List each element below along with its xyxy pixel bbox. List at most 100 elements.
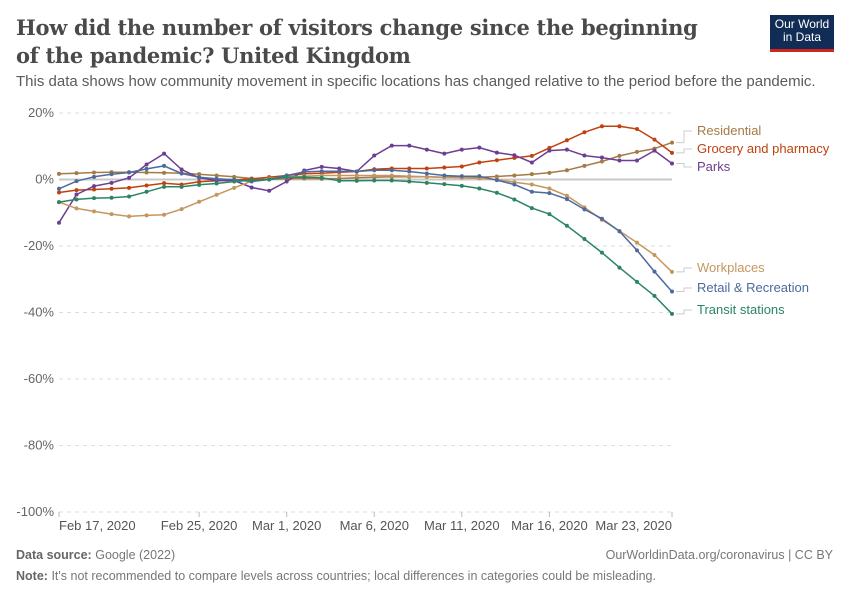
data-point-workplaces bbox=[144, 213, 149, 218]
legend-connector bbox=[676, 163, 692, 168]
data-point-workplaces bbox=[127, 214, 132, 219]
data-point-workplaces bbox=[162, 212, 167, 217]
data-point-residential bbox=[634, 149, 639, 154]
data-point-transit-stations bbox=[494, 190, 499, 195]
data-point-residential bbox=[74, 171, 79, 176]
data-point-retail-recreation bbox=[529, 189, 534, 194]
data-point-parks bbox=[529, 160, 534, 165]
data-point-parks bbox=[670, 161, 674, 166]
data-point-parks bbox=[512, 153, 517, 158]
source-url[interactable]: OurWorldinData.org/coronavirus | CC BY bbox=[605, 548, 833, 562]
data-point-retail-recreation bbox=[459, 174, 464, 179]
source-value[interactable]: Google (2022) bbox=[95, 548, 176, 562]
data-point-retail-recreation bbox=[477, 174, 482, 179]
data-point-parks bbox=[634, 158, 639, 163]
data-point-workplaces bbox=[424, 174, 429, 179]
data-point-transit-stations bbox=[389, 178, 394, 183]
legend-label-parks: Parks bbox=[697, 159, 731, 174]
data-point-retail-recreation bbox=[634, 248, 639, 253]
series-line-transit-stations bbox=[58, 176, 673, 315]
data-point-parks bbox=[179, 167, 184, 172]
x-tick-label: Mar 6, 2020 bbox=[340, 518, 409, 533]
data-point-parks bbox=[109, 180, 114, 185]
data-point-grocery-and-pharmacy bbox=[459, 164, 464, 169]
data-point-parks bbox=[284, 179, 289, 184]
data-point-workplaces bbox=[109, 212, 114, 217]
data-point-retail-recreation bbox=[57, 186, 61, 191]
data-point-transit-stations bbox=[407, 179, 412, 184]
data-point-grocery-and-pharmacy bbox=[162, 181, 167, 186]
data-point-parks bbox=[372, 153, 377, 158]
y-tick-label: -100% bbox=[16, 504, 54, 519]
data-point-parks bbox=[407, 143, 412, 148]
data-point-residential bbox=[564, 168, 569, 173]
y-tick-label: -20% bbox=[24, 238, 55, 253]
data-point-retail-recreation bbox=[74, 179, 79, 184]
data-point-parks bbox=[582, 153, 587, 158]
data-point-parks bbox=[389, 143, 394, 148]
note-label: Note: bbox=[16, 569, 48, 583]
data-point-workplaces bbox=[179, 207, 184, 212]
data-point-retail-recreation bbox=[547, 191, 552, 196]
data-point-transit-stations bbox=[109, 195, 114, 200]
data-point-parks bbox=[57, 220, 61, 225]
legend-label-workplaces: Workplaces bbox=[697, 260, 765, 275]
x-tick-label: Feb 17, 2020 bbox=[59, 518, 136, 533]
data-point-parks bbox=[477, 145, 482, 150]
data-point-transit-stations bbox=[564, 223, 569, 228]
data-point-transit-stations bbox=[442, 182, 447, 187]
data-point-grocery-and-pharmacy bbox=[652, 137, 657, 142]
data-point-residential bbox=[670, 140, 674, 145]
data-point-transit-stations bbox=[354, 178, 359, 183]
data-point-workplaces bbox=[232, 185, 237, 190]
data-point-retail-recreation bbox=[302, 169, 307, 174]
y-tick-label: -80% bbox=[24, 438, 55, 453]
data-point-retail-recreation bbox=[319, 169, 324, 174]
data-point-workplaces bbox=[670, 269, 674, 274]
data-point-residential bbox=[582, 163, 587, 168]
x-tick-label: Mar 23, 2020 bbox=[595, 518, 672, 533]
data-point-parks bbox=[92, 184, 97, 189]
data-point-transit-stations bbox=[670, 311, 674, 316]
data-point-grocery-and-pharmacy bbox=[197, 179, 202, 184]
data-point-residential bbox=[617, 153, 622, 158]
series-line-grocery-and-pharmacy bbox=[58, 125, 673, 194]
data-point-transit-stations bbox=[302, 175, 307, 180]
data-point-transit-stations bbox=[92, 196, 97, 201]
data-point-grocery-and-pharmacy bbox=[477, 160, 482, 165]
data-point-parks bbox=[267, 188, 272, 193]
data-point-retail-recreation bbox=[617, 229, 622, 234]
data-point-parks bbox=[652, 148, 657, 153]
chart-title: How did the number of visitors change si… bbox=[16, 15, 698, 68]
data-point-transit-stations bbox=[179, 184, 184, 189]
data-point-residential bbox=[57, 171, 61, 176]
series-line-parks bbox=[58, 144, 673, 224]
data-point-grocery-and-pharmacy bbox=[670, 150, 674, 155]
legend-connector bbox=[676, 130, 692, 144]
data-point-transit-stations bbox=[214, 181, 219, 186]
data-point-workplaces bbox=[547, 186, 552, 191]
data-source: Data source: Google (2022) bbox=[16, 548, 175, 562]
data-point-parks bbox=[617, 158, 622, 163]
data-point-parks bbox=[564, 147, 569, 152]
owid-logo[interactable]: Our World in Data bbox=[770, 15, 834, 52]
data-point-retail-recreation bbox=[494, 178, 499, 183]
data-point-transit-stations bbox=[459, 183, 464, 188]
data-point-transit-stations bbox=[74, 197, 79, 202]
data-point-residential bbox=[547, 170, 552, 175]
data-point-workplaces bbox=[389, 173, 394, 178]
data-point-transit-stations bbox=[197, 182, 202, 187]
data-point-workplaces bbox=[337, 173, 342, 178]
data-point-parks bbox=[424, 147, 429, 152]
legend-label-grocery-and-pharmacy: Grocery and pharmacy bbox=[697, 141, 830, 156]
data-point-retail-recreation bbox=[179, 171, 184, 176]
data-point-parks bbox=[127, 175, 132, 180]
data-point-residential bbox=[162, 170, 167, 175]
data-point-grocery-and-pharmacy bbox=[582, 130, 587, 135]
legend-connector bbox=[676, 148, 692, 154]
data-point-grocery-and-pharmacy bbox=[57, 190, 61, 195]
y-tick-label: 0% bbox=[35, 172, 54, 187]
data-point-transit-stations bbox=[249, 178, 254, 183]
data-point-retail-recreation bbox=[424, 171, 429, 176]
data-point-workplaces bbox=[74, 206, 79, 211]
